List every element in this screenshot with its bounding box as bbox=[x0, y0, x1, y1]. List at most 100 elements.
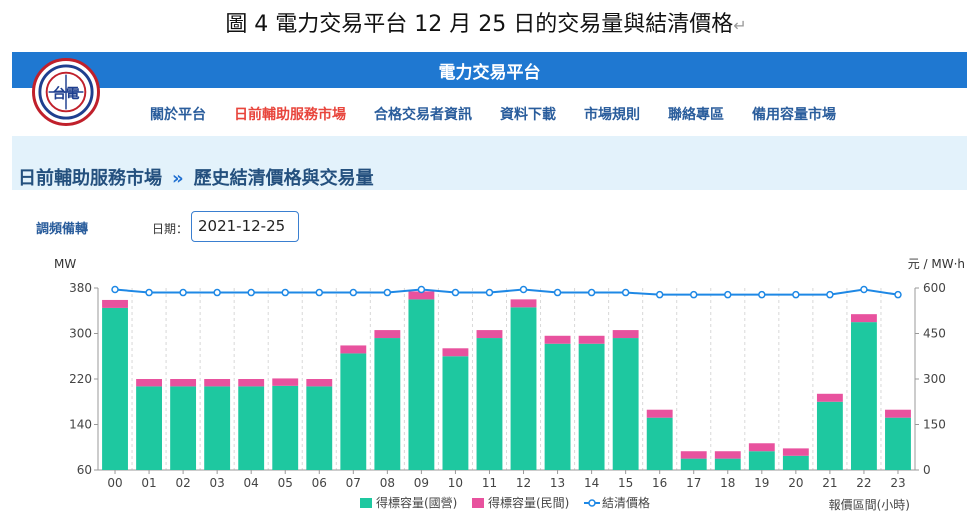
bar-private bbox=[204, 379, 231, 387]
top-bar: 電力交易平台 bbox=[12, 52, 967, 88]
y-tick-label-right: 450 bbox=[923, 327, 946, 341]
bar-private bbox=[646, 409, 673, 418]
bar-state bbox=[136, 386, 162, 470]
x-tick-label: 08 bbox=[380, 476, 395, 490]
bar-state bbox=[510, 307, 537, 470]
x-tick-label: 12 bbox=[516, 476, 531, 490]
x-tick-label: 10 bbox=[448, 476, 463, 490]
bar-private bbox=[408, 291, 435, 300]
bar-private bbox=[885, 409, 911, 418]
y-axis-right-unit: 元 / MW·h bbox=[908, 257, 965, 271]
y-tick-label-right: 0 bbox=[923, 463, 931, 477]
x-tick-label: 14 bbox=[584, 476, 599, 490]
x-tick-label: 22 bbox=[856, 476, 871, 490]
y-tick-label-left: 380 bbox=[69, 281, 92, 295]
legend-label-2: 結清價格 bbox=[602, 495, 650, 510]
bar-state bbox=[816, 401, 843, 470]
bar-state bbox=[612, 338, 639, 470]
breadcrumb-band bbox=[12, 136, 967, 190]
nav-item-4[interactable]: 市場規則 bbox=[584, 107, 640, 123]
bar-state bbox=[646, 417, 673, 470]
bar-state bbox=[238, 386, 265, 470]
breadcrumb-separator: » bbox=[172, 168, 184, 189]
legend-label-0: 得標容量(國營) bbox=[376, 495, 457, 510]
bar-private bbox=[612, 330, 639, 339]
x-tick-label: 19 bbox=[754, 476, 769, 490]
x-tick-label: 16 bbox=[652, 476, 667, 490]
date-label: 日期： bbox=[152, 222, 189, 236]
x-tick-label: 07 bbox=[346, 476, 361, 490]
svg-text:台電: 台電 bbox=[52, 85, 80, 102]
y-tick-label-right: 300 bbox=[923, 372, 946, 386]
legend-swatch-1 bbox=[472, 498, 484, 508]
price-point bbox=[179, 288, 187, 297]
logo-icon: 台電 bbox=[38, 64, 94, 120]
bar-private bbox=[714, 451, 741, 459]
breadcrumb-section[interactable]: 日前輔助服務市場 bbox=[18, 168, 162, 189]
price-point bbox=[792, 290, 800, 299]
bar-private bbox=[136, 379, 162, 387]
x-tick-label: 18 bbox=[720, 476, 735, 490]
price-point bbox=[724, 290, 732, 299]
bar-state bbox=[680, 458, 707, 470]
price-point bbox=[689, 290, 698, 299]
bar-state bbox=[272, 385, 299, 470]
bar-private bbox=[476, 330, 503, 339]
x-tick-label: 15 bbox=[618, 476, 633, 490]
bar-private bbox=[782, 448, 809, 456]
y-axis-left-unit: MW bbox=[54, 257, 76, 271]
x-tick-label: 13 bbox=[550, 476, 565, 490]
bar-state bbox=[306, 386, 333, 470]
bar-state bbox=[170, 386, 197, 470]
bar-private bbox=[238, 379, 265, 387]
price-point bbox=[247, 288, 255, 297]
price-point bbox=[519, 285, 528, 294]
taipower-logo[interactable]: 台電 bbox=[32, 58, 100, 126]
bar-state bbox=[782, 455, 809, 470]
bar-state bbox=[476, 338, 503, 470]
nav-item-3[interactable]: 資料下載 bbox=[500, 107, 556, 123]
nav-item-1[interactable]: 日前輔助服務市場 bbox=[234, 107, 346, 123]
price-point bbox=[451, 288, 460, 297]
legend-marker-2 bbox=[588, 499, 596, 507]
y-tick-label-left: 220 bbox=[69, 372, 92, 386]
date-input[interactable]: 2021-12-25 bbox=[191, 211, 299, 242]
price-point bbox=[213, 288, 221, 297]
nav-item-5[interactable]: 聯絡專區 bbox=[668, 107, 724, 123]
x-tick-label: 04 bbox=[244, 476, 259, 490]
x-tick-label: 11 bbox=[482, 476, 497, 490]
price-point bbox=[894, 290, 902, 299]
legend-label-1: 得標容量(民間) bbox=[488, 495, 569, 510]
legend-swatch-0 bbox=[360, 498, 372, 508]
bar-private bbox=[544, 335, 571, 344]
x-tick-label: 23 bbox=[890, 476, 905, 490]
price-point bbox=[553, 288, 562, 297]
bar-state bbox=[204, 386, 231, 470]
price-line bbox=[114, 288, 899, 296]
breadcrumb-page: 歷史結清價格與交易量 bbox=[193, 168, 374, 189]
bar-state bbox=[578, 343, 605, 470]
nav-item-2[interactable]: 合格交易者資訊 bbox=[374, 107, 472, 123]
bar-state bbox=[714, 458, 741, 470]
x-tick-label: 20 bbox=[788, 476, 803, 490]
bar-private bbox=[306, 379, 333, 387]
x-tick-label: 21 bbox=[822, 476, 837, 490]
price-point bbox=[315, 288, 324, 297]
breadcrumb: 日前輔助服務市場 » 歷史結清價格與交易量 bbox=[18, 164, 374, 190]
bar-private bbox=[510, 299, 537, 308]
x-axis-title: 報價區間(小時) bbox=[829, 498, 910, 512]
site-title: 電力交易平台 bbox=[438, 63, 541, 83]
nav-item-0[interactable]: 關於平台 bbox=[150, 107, 206, 123]
price-point bbox=[826, 290, 834, 299]
nav-item-6[interactable]: 備用容量市場 bbox=[752, 107, 836, 123]
bar-private bbox=[272, 378, 299, 386]
bar-state bbox=[442, 356, 469, 470]
bar-private bbox=[102, 299, 128, 308]
bar-state bbox=[885, 417, 911, 470]
bar-private bbox=[748, 443, 775, 452]
bar-private bbox=[170, 379, 197, 387]
price-point bbox=[587, 288, 596, 297]
service-type-link[interactable]: 調頻備轉 bbox=[36, 222, 89, 237]
price-point bbox=[349, 288, 358, 297]
